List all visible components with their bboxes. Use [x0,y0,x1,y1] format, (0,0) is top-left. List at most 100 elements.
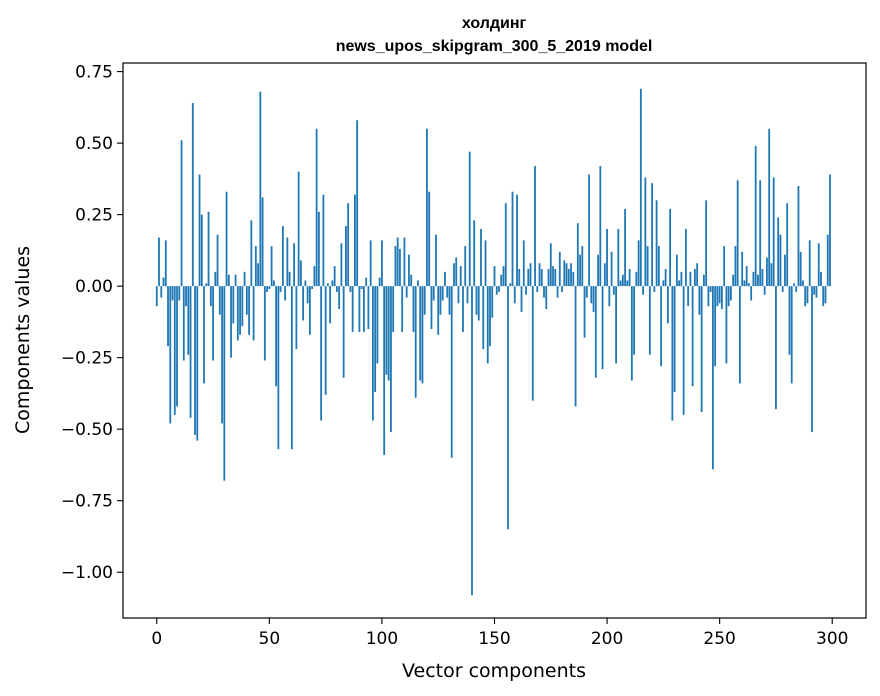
bar-184 [570,263,572,287]
bar-258 [736,180,739,287]
bar-1 [158,237,160,287]
bar-209 [626,280,629,287]
bar-45 [257,263,259,287]
bar-251 [721,286,723,310]
x-tick-label: 50 [259,629,281,649]
bar-87 [351,286,354,332]
bar-32 [227,274,230,287]
bar-71 [315,128,318,287]
x-tick-label: 150 [478,629,510,649]
bar-143 [477,286,480,321]
bar-178 [556,286,559,298]
x-tick-label: 0 [151,629,162,649]
bar-123 [432,286,435,301]
bar-264 [750,286,753,301]
bar-67 [306,286,309,304]
bar-49 [266,286,268,292]
bar-232 [678,280,681,287]
bar-188 [579,254,581,287]
bar-109 [401,286,404,332]
bar-166 [529,263,532,287]
bar-160 [516,194,518,287]
bar-185 [572,271,575,287]
bar-278 [781,286,784,292]
bar-77 [329,286,332,324]
bar-276 [777,217,780,287]
bar-285 [797,186,800,287]
bar-173 [545,286,548,310]
bar-108 [399,248,401,287]
bar-298 [826,234,829,287]
bar-191 [585,286,588,298]
bar-177 [554,268,557,287]
bar-230 [673,286,676,392]
bar-84 [344,226,347,287]
bar-211 [630,286,633,381]
bar-59 [288,271,291,287]
bar-239 [693,268,696,287]
bar-190 [583,286,586,338]
bar-240 [696,263,699,287]
bar-74 [322,194,325,287]
bar-140 [471,286,473,596]
chart-subtitle: news_upos_skipgram_300_5_2019 model [336,38,653,55]
bar-182 [565,263,568,287]
bar-131 [450,286,453,458]
bar-148 [489,286,491,347]
bar-121 [428,191,431,287]
bar-81 [338,286,341,310]
bar-293 [815,286,818,298]
bar-35 [234,274,237,287]
bar-57 [284,286,287,301]
bar-181 [563,260,566,287]
bar-66 [304,280,307,287]
bar-163 [522,240,525,287]
bar-204 [615,286,617,364]
bar-179 [558,251,561,287]
bar-194 [592,286,595,312]
bar-145 [482,286,485,350]
bar-270 [763,286,766,295]
bar-175 [549,243,552,287]
bar-11 [180,140,183,287]
bar-100 [381,240,383,287]
bar-170 [538,263,541,287]
bar-216 [642,286,645,295]
bar-3 [162,277,165,287]
bar-214 [637,240,640,287]
bar-16 [191,103,194,287]
chart-title: холдинг [462,15,527,32]
bar-29 [221,286,223,424]
bar-24 [209,286,212,307]
bar-28 [218,286,221,315]
bar-286 [799,251,802,287]
x-axis-ticks: 0 50 100 150 200 250 300 [151,618,848,649]
bar-52 [272,280,275,287]
bar-176 [552,266,554,287]
bar-103 [387,286,390,381]
bar-218 [646,246,649,287]
bar-234 [682,286,685,415]
bar-98 [376,286,379,364]
bar-213 [635,271,638,287]
bar-127 [441,286,444,301]
y-tick-label: 0.00 [75,277,113,297]
bar-65 [302,286,305,321]
bar-291 [811,286,813,433]
bar-53 [275,286,278,387]
bar-197 [599,165,602,287]
bar-155 [504,203,507,287]
bar-262 [745,266,748,287]
bar-223 [657,246,660,287]
bar-208 [624,208,626,287]
bar-200 [606,228,608,287]
bar-299 [829,174,831,287]
bar-275 [775,286,777,410]
bar-72 [317,211,320,287]
bar-50 [268,286,271,290]
bar-43 [252,286,255,341]
bar-105 [392,286,395,332]
bar-133 [455,257,458,287]
bar-88 [354,194,356,287]
